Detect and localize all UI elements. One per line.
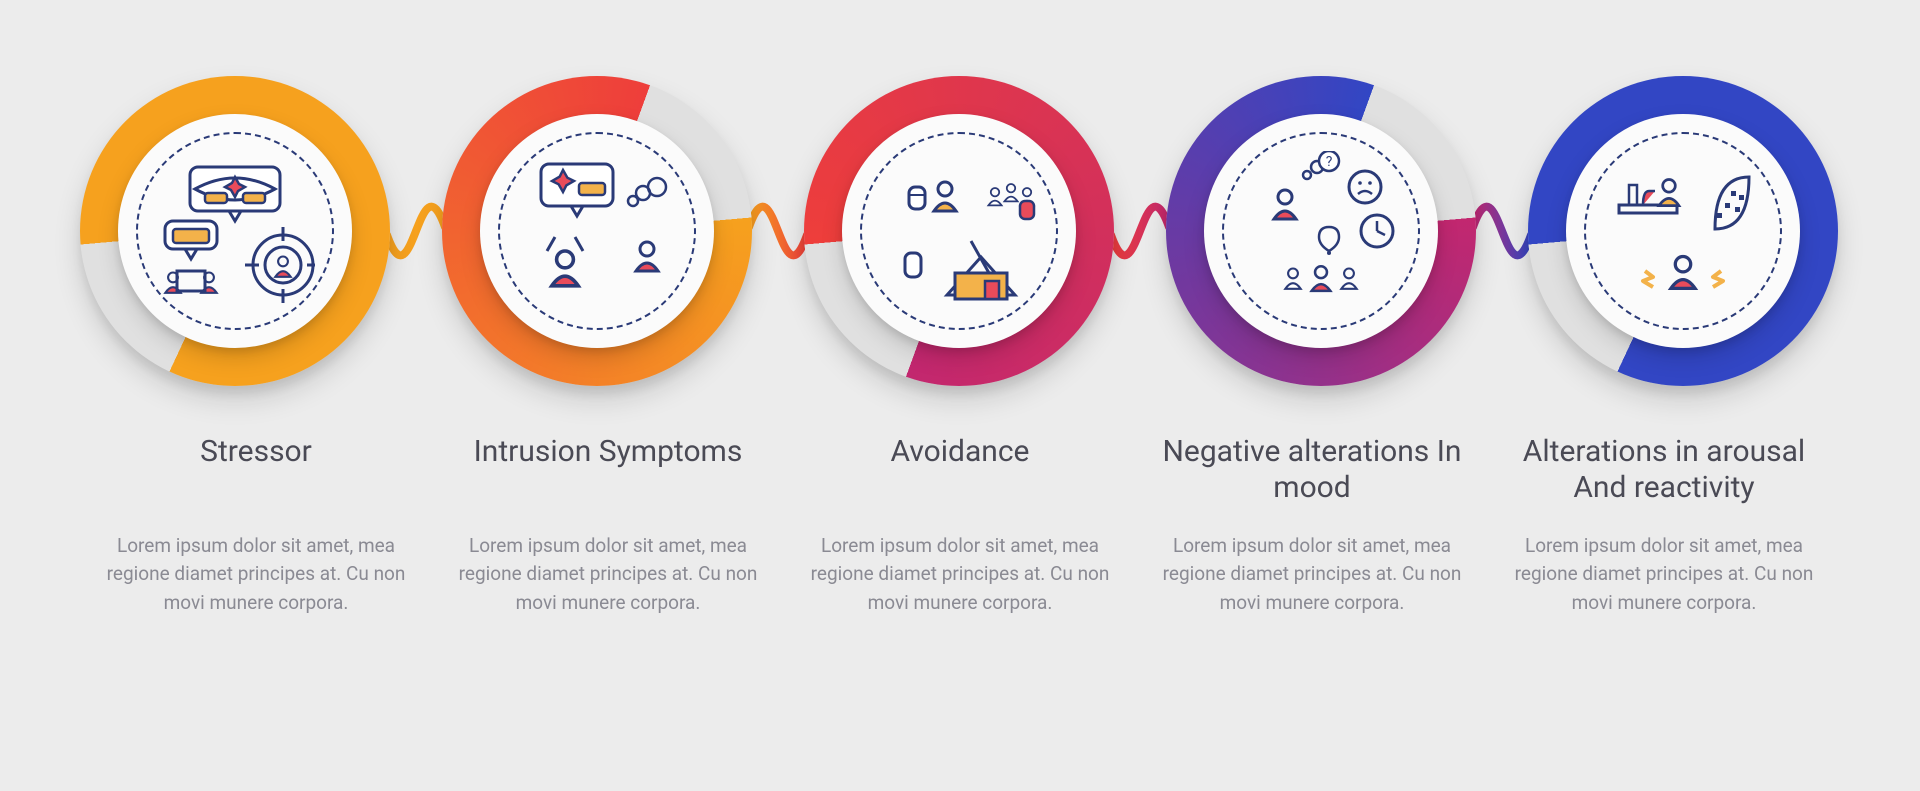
step-title: Stressor bbox=[102, 434, 410, 506]
step-desc: Lorem ipsum dolor sit amet, mea regione … bbox=[102, 532, 410, 618]
inner-disc bbox=[1566, 114, 1800, 348]
text-col-mood: Negative alterations In mood Lorem ipsum … bbox=[1136, 406, 1488, 618]
svg-text:?: ? bbox=[1326, 154, 1333, 170]
step-mood: ? bbox=[1166, 76, 1476, 386]
step-desc: Lorem ipsum dolor sit amet, mea regione … bbox=[1510, 532, 1818, 618]
step-title: Negative alterations In mood bbox=[1158, 434, 1466, 506]
circles-row: ? bbox=[80, 76, 1840, 386]
step-stressor bbox=[80, 76, 390, 386]
texts-row: Stressor Lorem ipsum dolor sit amet, mea … bbox=[80, 406, 1840, 618]
inner-disc: ? bbox=[1204, 114, 1438, 348]
inner-disc bbox=[842, 114, 1076, 348]
text-col-stressor: Stressor Lorem ipsum dolor sit amet, mea … bbox=[80, 406, 432, 618]
step-title: Intrusion Symptoms bbox=[454, 434, 762, 506]
intrusion-icon bbox=[517, 151, 677, 311]
step-desc: Lorem ipsum dolor sit amet, mea regione … bbox=[454, 532, 762, 618]
step-title: Avoidance bbox=[806, 434, 1114, 506]
text-col-intrusion: Intrusion Symptoms Lorem ipsum dolor sit … bbox=[432, 406, 784, 618]
inner-disc bbox=[118, 114, 352, 348]
text-col-arousal: Alterations in arousal And reactivity Lor… bbox=[1488, 406, 1840, 618]
mood-icon: ? bbox=[1241, 151, 1401, 311]
avoidance-icon bbox=[879, 151, 1039, 311]
step-avoidance bbox=[804, 76, 1114, 386]
step-desc: Lorem ipsum dolor sit amet, mea regione … bbox=[1158, 532, 1466, 618]
step-title: Alterations in arousal And reactivity bbox=[1510, 434, 1818, 506]
text-col-avoidance: Avoidance Lorem ipsum dolor sit amet, mea… bbox=[784, 406, 1136, 618]
infographic-stage: ? bbox=[80, 76, 1840, 716]
step-intrusion bbox=[442, 76, 752, 386]
stressor-icon bbox=[155, 151, 315, 311]
arousal-icon bbox=[1603, 151, 1763, 311]
step-arousal bbox=[1528, 76, 1838, 386]
inner-disc bbox=[480, 114, 714, 348]
step-desc: Lorem ipsum dolor sit amet, mea regione … bbox=[806, 532, 1114, 618]
